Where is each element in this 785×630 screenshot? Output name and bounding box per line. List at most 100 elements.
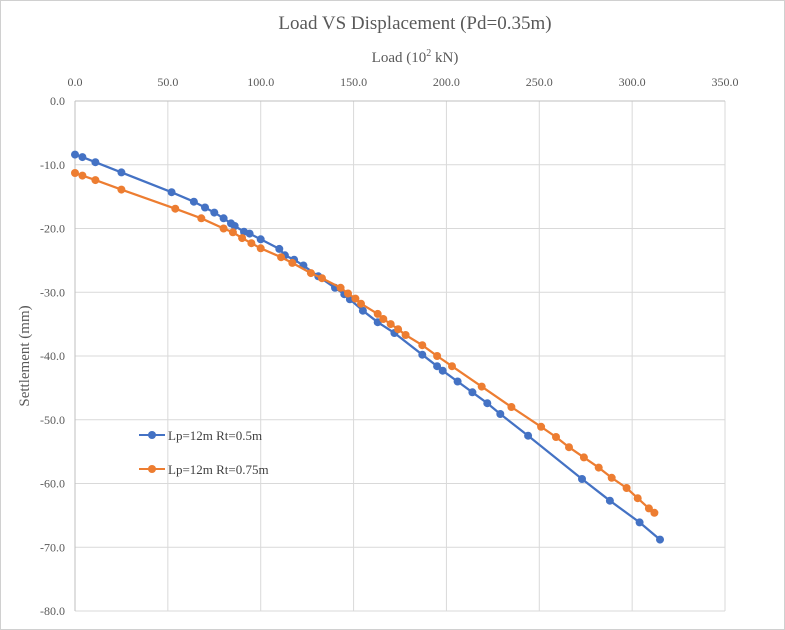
y-tick-labels: 0.0 -10.0 -20.0 -30.0 -40.0 -50.0 -60.0 -70.0 -8… xyxy=(40,94,65,618)
series-2-point xyxy=(552,433,560,441)
series-1-point xyxy=(433,362,442,371)
x-tick-label: 0.0 xyxy=(68,75,83,89)
x-tick-label: 250.0 xyxy=(526,75,553,89)
series-1-point xyxy=(167,188,176,197)
legend-marker-series-2 xyxy=(148,465,156,473)
series-1-point xyxy=(578,475,586,483)
series-2-point xyxy=(344,289,352,298)
series-2-point xyxy=(238,234,247,243)
series-2-point xyxy=(277,253,286,262)
series-2-point xyxy=(448,362,456,371)
series-1-point xyxy=(117,168,126,177)
y-axis-title: Settlement (mm) xyxy=(17,305,33,406)
series-2-point xyxy=(117,185,126,194)
y-tick-label: -80.0 xyxy=(40,604,65,618)
y-tick-label: -30.0 xyxy=(40,285,65,299)
series-1-point xyxy=(656,535,664,544)
x-axis-title-exponent: 2 xyxy=(426,48,431,59)
series-1-point xyxy=(219,214,228,223)
series-1-point xyxy=(201,203,209,212)
series-2-point xyxy=(357,299,365,308)
y-tick-label: 0.0 xyxy=(50,94,65,108)
x-axis-title: Load (102 kN) xyxy=(372,48,459,66)
x-tick-label: 50.0 xyxy=(157,75,178,89)
x-tick-labels: 0.0 50.0 100.0 150.0 200.0 250.0 300.0 350.0 xyxy=(68,75,739,89)
series-1-point xyxy=(635,518,644,527)
series-1-point xyxy=(453,377,462,386)
series-2-point xyxy=(71,169,79,177)
series-2-point xyxy=(228,228,237,237)
x-tick-label: 100.0 xyxy=(247,75,274,89)
series-1-point xyxy=(605,496,614,505)
series-2-point xyxy=(318,274,326,283)
series-2-point xyxy=(607,473,616,482)
series-2-point xyxy=(477,382,486,391)
y-tick-label: -40.0 xyxy=(40,349,65,363)
series-1-point xyxy=(468,388,477,397)
y-tick-label: -60.0 xyxy=(40,477,65,491)
series-1-point xyxy=(438,366,447,375)
series-2-line xyxy=(74,171,656,514)
series-2-point xyxy=(288,258,297,267)
series-2-point xyxy=(91,176,100,185)
series-1-point xyxy=(524,431,533,440)
series-2-point xyxy=(433,352,442,360)
y-tick-label: -70.0 xyxy=(40,540,65,554)
series-1 xyxy=(71,150,664,544)
series-2-point xyxy=(644,504,653,513)
series-2-point xyxy=(650,508,659,517)
legend-marker-series-1 xyxy=(148,431,156,439)
gridlines xyxy=(74,100,726,612)
series-1-point xyxy=(245,229,254,238)
y-tick-label: -20.0 xyxy=(40,222,65,236)
chart-title: Load VS Displacement (Pd=0.35m) xyxy=(278,13,551,34)
series-2-point xyxy=(336,283,345,292)
x-axis-title-label: Load (10 xyxy=(372,50,427,66)
x-tick-label: 300.0 xyxy=(619,75,646,89)
series-1-point xyxy=(230,222,239,230)
x-axis-title-unit: kN) xyxy=(431,50,458,66)
series-1-point xyxy=(496,410,505,418)
series-2-point xyxy=(197,214,206,223)
series-2-point xyxy=(418,341,427,350)
series-1-point xyxy=(210,208,219,217)
series-2-point xyxy=(594,463,603,472)
series-2-point xyxy=(579,453,588,462)
series-2-point xyxy=(401,331,410,339)
series-1-point xyxy=(275,244,284,253)
series-2-point xyxy=(394,325,403,334)
series-2-point xyxy=(78,171,87,180)
series-2-point xyxy=(565,443,573,452)
series-1-point xyxy=(358,306,367,315)
series-2-point xyxy=(379,315,388,323)
axes xyxy=(74,100,725,611)
legend-item-series-2: Lp=12m Rt=0.75m xyxy=(139,462,269,477)
x-tick-label: 200.0 xyxy=(433,75,460,89)
legend-label-series-1: Lp=12m Rt=0.5m xyxy=(168,428,262,443)
series-1-point xyxy=(91,158,100,167)
legend-item-series-1: Lp=12m Rt=0.5m xyxy=(139,428,262,443)
data-series xyxy=(71,150,664,544)
series-1-point xyxy=(256,235,265,244)
series-1-point xyxy=(418,350,427,359)
series-2 xyxy=(71,169,659,517)
series-1-point xyxy=(189,197,198,206)
series-2-point xyxy=(256,244,265,253)
series-1-point xyxy=(78,153,87,162)
legend: Lp=12m Rt=0.5m Lp=12m Rt=0.75m xyxy=(139,428,269,477)
series-1-point xyxy=(71,150,79,159)
series-2-point xyxy=(219,224,228,233)
series-1-point xyxy=(483,399,492,408)
series-2-point xyxy=(633,494,642,503)
series-2-point xyxy=(171,204,180,213)
series-2-point xyxy=(537,422,546,431)
series-2-point xyxy=(351,294,360,303)
series-2-point xyxy=(247,239,256,248)
y-tick-label: -50.0 xyxy=(40,413,65,427)
series-2-point xyxy=(622,484,631,492)
legend-label-series-2: Lp=12m Rt=0.75m xyxy=(168,462,269,477)
series-2-point xyxy=(306,269,315,278)
series-2-point xyxy=(386,320,395,329)
series-2-point xyxy=(507,403,516,411)
